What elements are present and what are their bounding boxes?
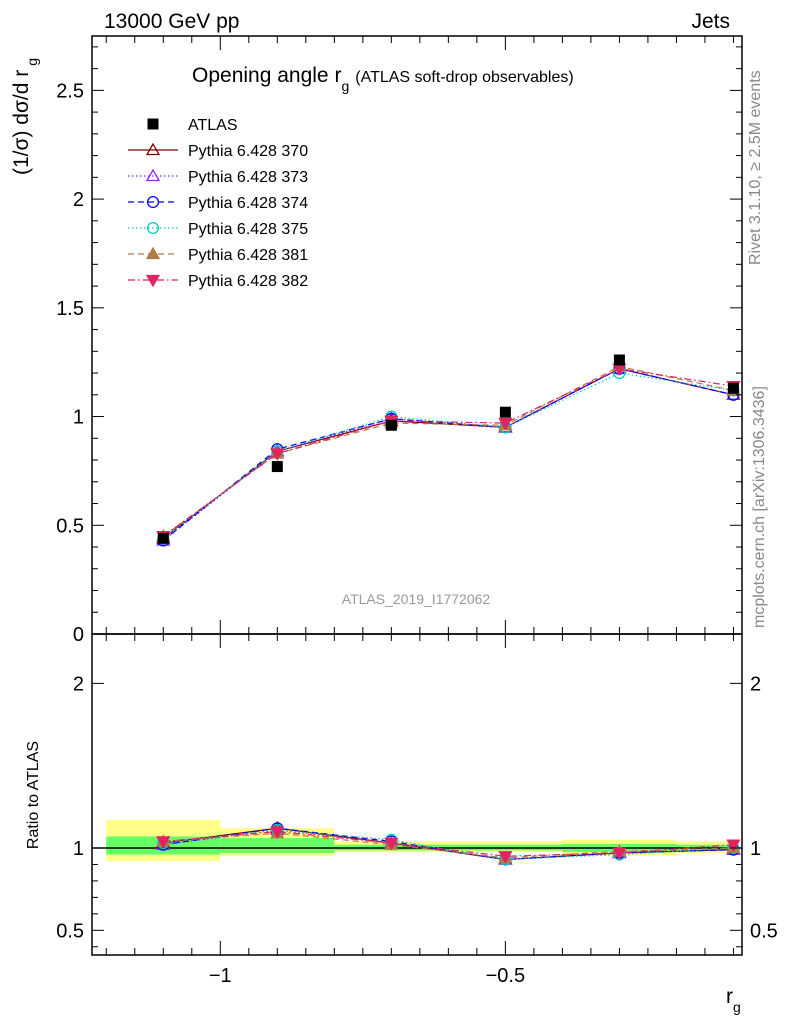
header-left-label: 13000 GeV pp xyxy=(104,10,239,33)
main-title-sub: g xyxy=(341,78,349,94)
main-y-tick-label: 0 xyxy=(73,624,84,646)
main-series-point xyxy=(270,448,285,461)
legend-label: Pythia 6.428 375 xyxy=(188,221,308,238)
legend-marker xyxy=(146,221,160,235)
header-right-label: Jets xyxy=(691,10,730,33)
legend-marker xyxy=(146,195,160,209)
ratio-y-tick-label: 1 xyxy=(73,838,84,860)
ratio-y-tick-label-right: 1 xyxy=(750,838,761,860)
main-series-point xyxy=(498,417,513,431)
main-series-line xyxy=(162,372,734,539)
legend-marker xyxy=(145,168,161,182)
main-series-line xyxy=(162,368,734,537)
main-series-line xyxy=(162,365,734,537)
legend-atlas-marker xyxy=(147,118,159,130)
main-y-tick-label: 0.5 xyxy=(56,515,84,537)
x-tick-label: −1 xyxy=(209,965,232,987)
x-axis-label-sub: g xyxy=(733,999,741,1015)
main-y-tick-label: 2 xyxy=(73,189,84,211)
rivet-label: Rivet 3.1.10, ≥ 2.5M events xyxy=(747,70,764,265)
x-axis-label-text: r xyxy=(726,985,733,1008)
atlas-data-point xyxy=(271,461,283,473)
atlas-data-point xyxy=(727,382,739,394)
legend-atlas-label: ATLAS xyxy=(188,117,238,134)
main-title: Opening angle rg (ATLAS soft-drop observa… xyxy=(192,64,574,94)
main-y-tick-label: 2.5 xyxy=(56,80,84,102)
legend: ATLAS Pythia 6.428 370 Pythia 6.428 373 Pyt… xyxy=(128,117,308,290)
ratio-series-point xyxy=(270,826,285,839)
main-y-axis-label: (1/σ) dσ/d r g xyxy=(10,58,40,175)
ratio-series-point xyxy=(156,836,171,849)
main-plot-panel: 0 0.5 1 1.5 2 2.5 ATLAS_2019_I1772062 Opening… xyxy=(10,35,743,646)
ratio-series-point xyxy=(726,839,741,853)
x-tick-label: −0.5 xyxy=(486,965,525,987)
ratio-y-tick-label-right: 0.5 xyxy=(750,920,778,942)
ratio-plot-frame xyxy=(91,633,743,956)
ratio-plot-panel: 0.5 0.5 1 1 2 2 −1 −0.5 Ratio to ATLAS rg xyxy=(25,633,778,1015)
ratio-y-tick-label-right: 2 xyxy=(750,673,761,695)
x-axis-label: rg xyxy=(726,985,741,1015)
ratio-series-line xyxy=(163,830,734,857)
mcplots-label: mcplots.cern.ch [arXiv:1306.3436] xyxy=(751,386,768,628)
ratio-inner-band xyxy=(220,838,335,853)
legend-marker xyxy=(145,246,161,260)
ratio-y-tick-label: 2 xyxy=(73,673,84,695)
main-title-text: Opening angle r xyxy=(192,64,341,87)
watermark: ATLAS_2019_I1772062 xyxy=(342,591,491,607)
ratio-series-point xyxy=(384,837,399,851)
atlas-data-point xyxy=(157,532,169,544)
main-series-line xyxy=(162,368,734,541)
main-y-tick-label: 1.5 xyxy=(56,298,84,320)
main-series-line xyxy=(162,368,734,541)
atlas-data-point xyxy=(385,419,397,431)
main-y-tick-label: 1 xyxy=(73,407,84,429)
legend-label: Pythia 6.428 370 xyxy=(188,143,308,160)
legend-label: Pythia 6.428 381 xyxy=(188,247,308,264)
legend-label: Pythia 6.428 374 xyxy=(188,195,308,212)
ratio-series-point xyxy=(612,847,627,861)
legend-label: Pythia 6.428 373 xyxy=(188,169,308,186)
atlas-data-point xyxy=(499,406,511,418)
ratio-series-line xyxy=(163,832,734,859)
legend-label: Pythia 6.428 382 xyxy=(188,273,308,290)
ratio-series-point xyxy=(498,851,513,864)
main-y-axis-label-text: (1/σ) dσ/d r xyxy=(10,70,33,175)
main-title-note: (ATLAS soft-drop observables) xyxy=(355,69,573,86)
legend-marker xyxy=(145,142,161,156)
atlas-data-point xyxy=(613,354,625,366)
ratio-series-line xyxy=(163,827,734,861)
ratio-y-tick-label: 0.5 xyxy=(56,920,84,942)
main-y-axis-label-sub: g xyxy=(24,58,40,66)
ratio-y-axis-label: Ratio to ATLAS xyxy=(25,741,42,849)
main-series-line xyxy=(162,368,734,539)
legend-marker xyxy=(145,274,161,288)
